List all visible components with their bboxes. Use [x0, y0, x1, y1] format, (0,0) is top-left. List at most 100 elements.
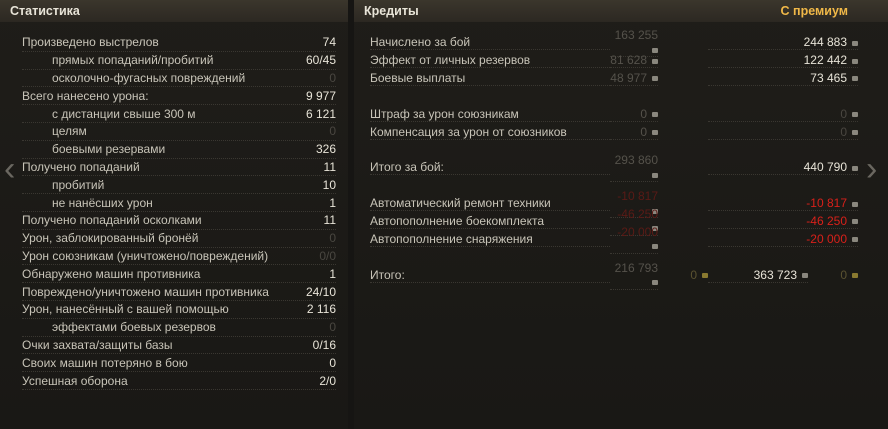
premium-credit-cell: 73 465	[708, 71, 858, 86]
credit-label: Штраф за урон союзникам	[370, 107, 610, 122]
gold-coin-icon	[702, 273, 708, 279]
statistics-header: Статистика	[0, 0, 348, 22]
premium-credit-value: 244 883	[803, 35, 847, 50]
credit-label: Итого за бой:	[370, 160, 610, 176]
stat-value: 9 977	[305, 88, 336, 103]
stat-value: 0	[329, 355, 336, 370]
base-credit-cell: 216 793	[610, 261, 658, 290]
stat-label: Обнаружено машин противника	[22, 266, 201, 281]
stat-row: Получено попаданий осколками 11	[22, 212, 336, 230]
credit-coin-icon	[652, 279, 658, 285]
stat-row: Своих машин потеряно в бою 0	[22, 354, 336, 373]
stat-row: эффектами боевых резервов 0	[22, 319, 336, 337]
credit-coin-icon	[652, 226, 658, 232]
stat-label: Повреждено/уничтожено машин противника	[22, 284, 269, 299]
stat-label: целям	[52, 124, 87, 139]
premium-credit-value: -20 000	[806, 231, 847, 246]
stat-row: целям 0	[22, 123, 336, 141]
stat-label: Произведено выстрелов	[22, 35, 159, 50]
stat-value: 11	[323, 159, 336, 174]
credit-row: Итого за бой: 293 860 440 790	[370, 153, 888, 183]
premium-gold-value: 0	[840, 268, 847, 283]
credit-label: Начислено за бой	[370, 35, 610, 51]
stat-value: 2 116	[306, 302, 336, 317]
base-credit-cell: 81 628	[610, 53, 658, 69]
base-credit-value: 81 628	[610, 53, 647, 68]
credit-coin-icon	[652, 76, 658, 82]
stat-row: Обнаружено машин противника 1	[22, 265, 336, 284]
base-credit-value: -10 817	[617, 189, 658, 204]
stat-label: боевыми резервами	[52, 142, 166, 157]
stat-row: с дистанции свыше 300 м 6 121	[22, 105, 336, 123]
credit-row: Начислено за бой 163 255 244 883	[370, 28, 888, 58]
stat-label: Всего нанесено урона:	[22, 88, 149, 103]
premium-column-label: С премиум	[780, 4, 848, 18]
base-credit-cell: 0	[610, 107, 658, 122]
credit-coin-icon	[852, 165, 858, 171]
base-credit-value: 48 977	[610, 70, 647, 85]
credit-row: Компенсация за урон от союзников 0 0	[370, 123, 888, 141]
stat-label: Получено попаданий осколками	[22, 213, 202, 228]
stat-value: 0	[329, 70, 336, 85]
premium-credit-cell: 244 883	[708, 35, 858, 51]
credits-title: Кредиты	[364, 4, 419, 18]
premium-credit-cell: 0	[708, 107, 858, 122]
stat-label: с дистанции свыше 300 м	[52, 106, 196, 121]
premium-credit-cell: -46 250	[708, 214, 858, 229]
stat-value: 1	[329, 266, 336, 281]
premium-credit-cell: -10 817	[708, 196, 858, 212]
stat-row: Повреждено/уничтожено машин противника 24…	[22, 283, 336, 301]
credit-coin-icon	[652, 112, 658, 118]
base-credit-cell: -46 250	[610, 207, 658, 236]
credit-coin-icon	[852, 219, 858, 225]
credit-coin-icon	[652, 244, 658, 250]
premium-credit-value: 0	[840, 124, 847, 139]
base-credit-value: 163 255	[614, 28, 658, 43]
stat-row: Урон, нанесённый с вашей помощью 2 116	[22, 301, 336, 319]
statistics-title: Статистика	[10, 4, 80, 18]
credit-label: Автопополнение боекомплекта	[370, 214, 610, 229]
statistics-panel: Статистика Произведено выстрелов 74 прямых…	[0, 0, 348, 429]
premium-credit-cell: 363 723	[708, 268, 808, 283]
stat-label: Урон союзникам (уничтожено/повреждений)	[22, 248, 269, 263]
base-credit-cell: -20 000	[610, 225, 658, 254]
premium-credit-value: -46 250	[806, 213, 847, 228]
credit-label: Автопополнение снаряжения	[370, 232, 610, 247]
credits-panel: Кредиты С премиум Начислено за бой 163 25…	[354, 0, 888, 429]
credit-coin-icon	[852, 76, 858, 82]
credits-header: Кредиты С премиум	[354, 0, 888, 22]
next-arrow-icon[interactable]: ›	[866, 150, 878, 188]
premium-credit-value: 440 790	[803, 160, 847, 175]
gold-coin-icon	[852, 273, 858, 279]
stat-row: пробитий 10	[22, 176, 336, 195]
base-credit-cell: 293 860	[610, 153, 658, 183]
credits-list: Начислено за бой 163 255 244 883 Эффект от …	[354, 22, 888, 290]
credit-row: Штраф за урон союзникам 0 0	[370, 105, 888, 123]
stat-value: 11	[323, 213, 336, 228]
credit-coin-icon	[652, 172, 658, 178]
credit-coin-icon	[652, 208, 658, 214]
credit-coin-icon	[852, 40, 858, 46]
previous-arrow-icon[interactable]: ‹	[4, 150, 16, 188]
stat-value: 0	[329, 124, 336, 139]
premium-gold-cell: 0	[808, 268, 858, 282]
credit-row: Боевые выплаты 48 977 73 465	[370, 70, 888, 88]
stat-row: Успешная оборона 2/0	[22, 372, 336, 390]
base-credit-cell: 48 977	[610, 71, 658, 86]
base-credit-cell: -10 817	[610, 189, 658, 219]
stat-value: 0	[329, 231, 336, 246]
stat-label: Своих машин потеряно в бою	[22, 355, 188, 370]
credit-label: Боевые выплаты	[370, 71, 610, 86]
credit-row: Итого: 216 793 0 363 723 0	[370, 261, 888, 290]
stat-row: Очки захвата/защиты базы 0/16	[22, 337, 336, 355]
base-gold-cell: 0	[658, 268, 708, 282]
base-credit-value: -20 000	[617, 224, 658, 239]
stat-value: 2/0	[319, 373, 336, 388]
base-credit-cell: 163 255	[610, 28, 658, 58]
base-gold-value: 0	[690, 268, 697, 283]
base-credit-value: 293 860	[614, 153, 658, 168]
stat-value: 6 121	[305, 106, 336, 121]
spacer	[354, 87, 888, 105]
stat-row: боевыми резервами 326	[22, 141, 336, 159]
stat-value: 0/0	[319, 248, 336, 263]
